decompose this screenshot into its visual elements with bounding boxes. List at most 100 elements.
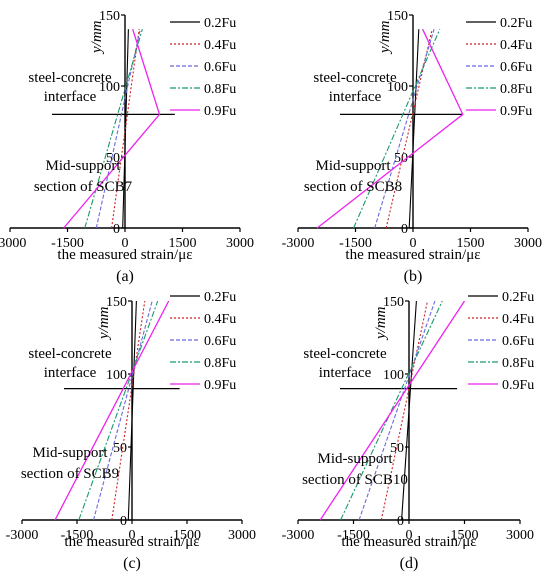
y-tick-label: 50 — [394, 151, 408, 166]
section-annotation: Mid-support — [318, 451, 394, 467]
y-tick-label: 0 — [397, 514, 404, 529]
x-tick-label: 1500 — [451, 528, 479, 543]
legend-label: 0.2Fu — [204, 290, 236, 305]
legend-label: 0.8Fu — [204, 82, 236, 97]
x-tick-label: -1500 — [339, 236, 372, 251]
legend-label: 0.8Fu — [204, 356, 236, 371]
interface-annotation: interface — [329, 89, 382, 105]
section-annotation: Mid-support — [316, 158, 392, 174]
legend-label: 0.6Fu — [500, 60, 532, 75]
series-line-0.9Fu — [319, 300, 466, 521]
legend-label: 0.6Fu — [204, 334, 236, 349]
y-tick-label: 100 — [99, 80, 120, 95]
y-tick-label: 100 — [106, 368, 127, 383]
x-axis-label: the measured strain/με — [57, 247, 192, 263]
y-tick-label: 150 — [383, 295, 404, 310]
series-line-0.6Fu — [95, 29, 141, 229]
interface-annotation: steel-concrete — [313, 70, 397, 86]
series-line-0.9Fu — [54, 300, 170, 521]
series-line-0.6Fu — [92, 300, 153, 521]
y-tick-label: 0 — [113, 222, 120, 237]
interface-annotation: interface — [319, 365, 372, 381]
x-tick-label: -3000 — [6, 528, 39, 543]
panel-label: (c) — [123, 555, 141, 572]
panel-label: (d) — [400, 555, 419, 572]
legend-label: 0.9Fu — [502, 378, 534, 393]
x-tick-label: -1500 — [337, 528, 370, 543]
x-tick-label: 0 — [410, 236, 417, 251]
y-axis-label: y/mm — [377, 20, 393, 55]
section-annotation: section of SCB10 — [302, 472, 408, 488]
legend-label: 0.6Fu — [502, 334, 534, 349]
legend-label: 0.4Fu — [502, 312, 534, 327]
series-line-0.2Fu — [127, 300, 137, 521]
y-tick-label: 50 — [113, 441, 127, 456]
x-tick-label: 1500 — [169, 236, 197, 251]
legend-label: 0.9Fu — [500, 104, 532, 119]
series-line-0.6Fu — [358, 300, 436, 521]
x-axis-label: the measured strain/με — [64, 534, 199, 550]
x-tick-label: 0 — [406, 528, 413, 543]
x-tick-label: 3000 — [228, 528, 256, 543]
y-tick-label: 150 — [387, 9, 408, 24]
y-tick-label: 100 — [383, 368, 404, 383]
section-annotation: section of SCB8 — [304, 179, 402, 195]
x-tick-label: 0 — [129, 528, 136, 543]
section-annotation: section of SCB9 — [21, 466, 119, 482]
legend-label: 0.2Fu — [502, 290, 534, 305]
interface-annotation: steel-concrete — [28, 346, 112, 362]
x-tick-label: 1500 — [457, 236, 485, 251]
series-line-0.2Fu — [408, 29, 420, 229]
panel-label: (b) — [404, 268, 423, 285]
legend-label: 0.2Fu — [500, 16, 532, 31]
legend-label: 0.4Fu — [204, 312, 236, 327]
section-annotation: Mid-support — [46, 158, 122, 174]
y-axis-label: y/mm — [96, 306, 112, 341]
legend-label: 0.2Fu — [204, 16, 236, 31]
x-tick-label: 0 — [122, 236, 129, 251]
panel-label: (a) — [116, 268, 134, 285]
series-line-0.2Fu — [401, 300, 417, 521]
y-tick-label: 0 — [401, 222, 408, 237]
interface-annotation: steel-concrete — [303, 346, 387, 362]
legend-label: 0.9Fu — [204, 104, 236, 119]
series-line-0.9Fu — [63, 29, 161, 229]
x-tick-label: -1500 — [51, 236, 84, 251]
series-line-0.4Fu — [111, 29, 140, 229]
y-tick-label: 50 — [390, 441, 404, 456]
x-tick-label: 1500 — [173, 528, 201, 543]
y-tick-label: 150 — [99, 9, 120, 24]
x-tick-label: -3000 — [282, 236, 315, 251]
series-line-0.6Fu — [374, 29, 435, 229]
x-tick-label: -1500 — [61, 528, 94, 543]
x-tick-label: 3000 — [226, 236, 254, 251]
section-annotation: Mid-support — [33, 445, 109, 461]
legend-label: 0.6Fu — [204, 60, 236, 75]
y-tick-label: 50 — [106, 151, 120, 166]
x-tick-label: 3000 — [514, 236, 542, 251]
x-axis-label: the measured strain/με — [345, 247, 480, 263]
legend-label: 0.8Fu — [500, 82, 532, 97]
series-line-0.8Fu — [340, 300, 443, 521]
y-axis-label: y/mm — [89, 20, 105, 55]
legend-label: 0.4Fu — [204, 38, 236, 53]
series-line-0.8Fu — [84, 29, 143, 229]
x-tick-label: -3000 — [282, 528, 315, 543]
series-line-0.8Fu — [353, 28, 441, 229]
section-annotation: section of SCB7 — [34, 179, 133, 195]
series-line-0.4Fu — [111, 300, 146, 521]
y-tick-label: 150 — [106, 295, 127, 310]
y-axis-label: y/mm — [373, 306, 389, 341]
legend-label: 0.4Fu — [500, 38, 532, 53]
x-tick-label: -3000 — [0, 236, 26, 251]
y-tick-label: 100 — [387, 80, 408, 95]
x-tick-label: 3000 — [506, 528, 534, 543]
x-axis-label: the measured strain/με — [341, 534, 476, 550]
legend-label: 0.9Fu — [204, 378, 236, 393]
legend-label: 0.8Fu — [502, 356, 534, 371]
